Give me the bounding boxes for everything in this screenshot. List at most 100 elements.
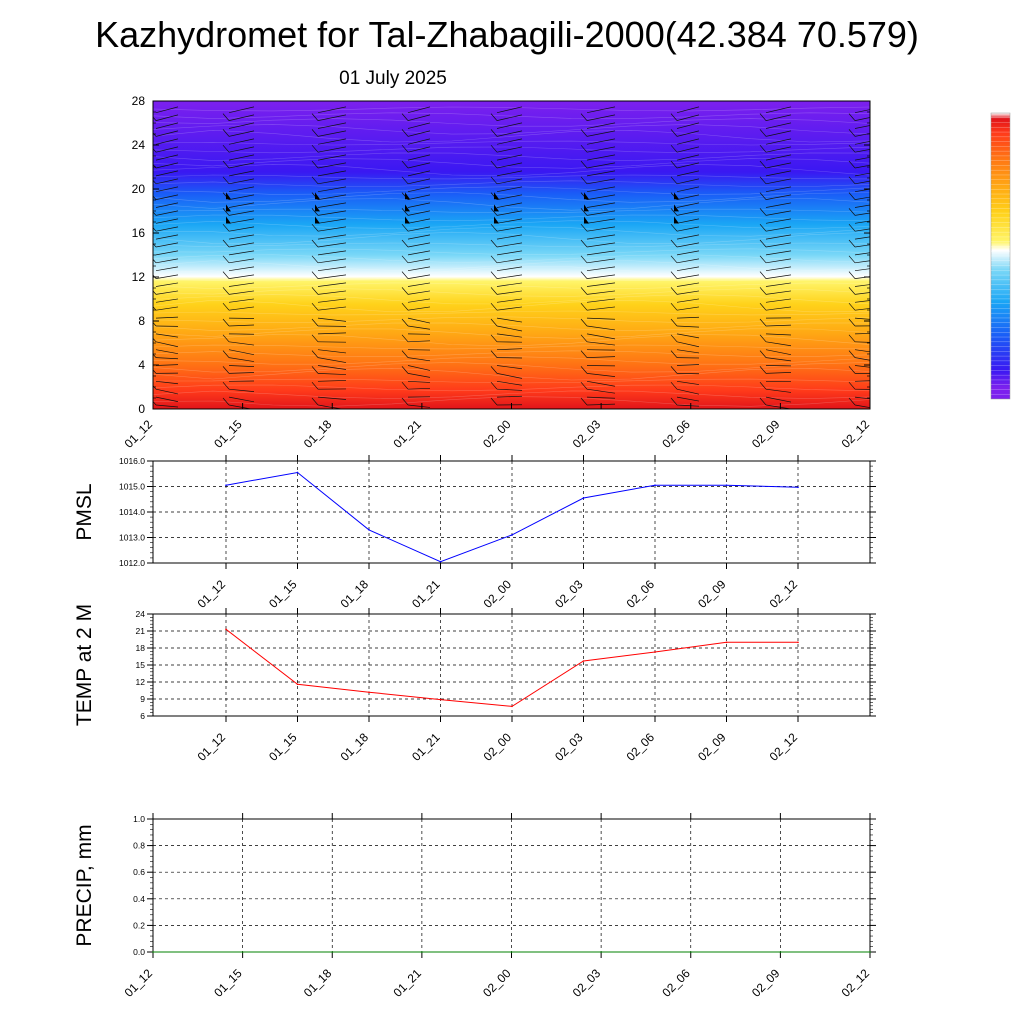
temp-xtick-label: 02_06: [624, 730, 658, 764]
temp-ytick-label: 24: [136, 609, 146, 619]
pmsl-xtick-label: 02_00: [481, 577, 515, 611]
precip-ytick-label: 0.0: [133, 947, 145, 957]
precip-xtick-label: 02_09: [749, 966, 783, 1000]
pmsl-ytick-label: 1014.0: [119, 507, 145, 517]
temp-xtick-label: 01_18: [338, 730, 372, 764]
temp-xtick-label: 02_03: [552, 730, 586, 764]
xtick-label: 01_15: [211, 417, 245, 451]
pmsl-data-point: [654, 484, 656, 486]
precip-ytick-label: 0.4: [133, 894, 145, 904]
pmsl-data-point: [297, 472, 299, 474]
temp-ytick-label: 21: [136, 626, 146, 636]
precip-data-point: [152, 951, 154, 953]
temp-data-point: [368, 691, 370, 693]
temp-data-point: [583, 660, 585, 662]
colorbar: [991, 113, 1010, 399]
precip-panel: 0.0 0.2 0.4 0.6 0.8 1.0 01_12 01_15 01_18 01_21 02…: [73, 813, 876, 1000]
temp-xtick-label: 01_21: [409, 730, 443, 764]
precip-ylabel: PRECIP, mm: [73, 824, 96, 946]
temp-panel: 6 9 12 15 18 21 24 01_12 01_15 01_18 01_21 02_00 02_…: [73, 604, 876, 764]
xtick-label: 01_18: [301, 417, 335, 451]
pmsl-data-point: [511, 534, 513, 536]
temp-data-point: [654, 651, 656, 653]
pmsl-data-point: [583, 497, 585, 499]
pmsl-ytick-label: 1016.0: [119, 456, 145, 466]
temp-ytick-label: 12: [136, 677, 146, 687]
temp-ytick-label: 15: [136, 660, 146, 670]
ytick-label: 16: [132, 226, 146, 240]
precip-data-point: [869, 951, 871, 953]
temp-ytick-label: 9: [140, 694, 145, 704]
ytick-label: 0: [138, 402, 145, 416]
temp-data-point: [225, 629, 227, 631]
precip-ytick-label: 0.2: [133, 920, 145, 930]
pmsl-xtick-label: 02_03: [552, 577, 586, 611]
date-label: 01 July 2025: [339, 68, 447, 89]
pmsl-xtick-label: 01_18: [338, 577, 372, 611]
pmsl-data-point: [440, 561, 442, 563]
pmsl-panel: 1012.0 1013.0 1014.0 1015.0 1016.0 01_12 01_15…: [73, 455, 876, 611]
precip-xtick-label: 02_03: [570, 966, 604, 1000]
temp-xtick-label: 02_00: [481, 730, 515, 764]
xtick-label: 02_00: [480, 417, 514, 451]
precip-data-point: [242, 951, 244, 953]
precip-xtick-label: 01_18: [301, 966, 335, 1000]
precip-xtick-label: 01_15: [211, 966, 245, 1000]
precip-ytick-label: 1.0: [133, 814, 145, 824]
ytick-label: 24: [132, 138, 146, 152]
temp-ytick-label: 6: [140, 711, 145, 721]
temp-data-point: [440, 699, 442, 701]
precip-data-point: [600, 951, 602, 953]
temp-xtick-label: 01_15: [266, 730, 300, 764]
ytick-label: 28: [132, 94, 146, 108]
precip-ytick-label: 0.8: [133, 841, 145, 851]
precip-data-point: [421, 951, 423, 953]
pmsl-data-point: [225, 484, 227, 486]
pmsl-xtick-label: 02_06: [624, 577, 658, 611]
xtick-label: 02_12: [839, 417, 873, 451]
xtick-label: 02_03: [570, 417, 604, 451]
cross-section-panel: 0 4 8 12 16 20 24 28 01_12 01_15 01_18 01_21 02_00 02…: [122, 94, 883, 451]
pmsl-data-point: [797, 486, 799, 488]
precip-xtick-label: 01_12: [122, 966, 156, 1000]
temp-ylabel: TEMP at 2 M: [73, 604, 96, 726]
pmsl-ytick-label: 1012.0: [119, 558, 145, 568]
pmsl-ytick-label: 1013.0: [119, 533, 145, 543]
pmsl-ytick-label: 1015.0: [119, 482, 145, 492]
ytick-label: 8: [138, 314, 145, 328]
temp-frame: [153, 614, 870, 716]
temp-data-point: [511, 706, 513, 708]
pmsl-xtick-label: 01_21: [409, 577, 443, 611]
temp-data-point: [797, 642, 799, 644]
ytick-label: 4: [138, 358, 145, 372]
ytick-label: 20: [132, 182, 146, 196]
pmsl-xtick-label: 02_09: [695, 577, 729, 611]
temp-xtick-label: 01_12: [195, 730, 229, 764]
precip-xtick-label: 01_21: [390, 966, 424, 1000]
temp-data-point: [297, 683, 299, 685]
xtick-label: 02_09: [749, 417, 783, 451]
precip-ytick-label: 0.6: [133, 867, 145, 877]
xtick-label: 02_06: [659, 417, 693, 451]
precip-xtick-label: 02_12: [839, 966, 873, 1000]
precip-xtick-label: 02_00: [480, 966, 514, 1000]
pmsl-xtick-label: 02_12: [767, 577, 801, 611]
temp-ytick-label: 18: [136, 643, 146, 653]
precip-data-point: [690, 951, 692, 953]
pmsl-xtick-label: 01_12: [195, 577, 229, 611]
pmsl-data-point: [368, 529, 370, 531]
xtick-label: 01_21: [390, 417, 424, 451]
pmsl-xtick-label: 01_15: [266, 577, 300, 611]
ytick-label: 12: [132, 270, 146, 284]
pmsl-frame: [153, 461, 870, 563]
precip-xtick-label: 02_06: [659, 966, 693, 1000]
xtick-label: 01_12: [122, 417, 156, 451]
precip-data-point: [511, 951, 513, 953]
temp-data-point: [726, 642, 728, 644]
temp-xtick-label: 02_09: [695, 730, 729, 764]
pmsl-data-point: [726, 484, 728, 486]
temp-xtick-label: 02_12: [767, 730, 801, 764]
precip-data-point: [331, 951, 333, 953]
